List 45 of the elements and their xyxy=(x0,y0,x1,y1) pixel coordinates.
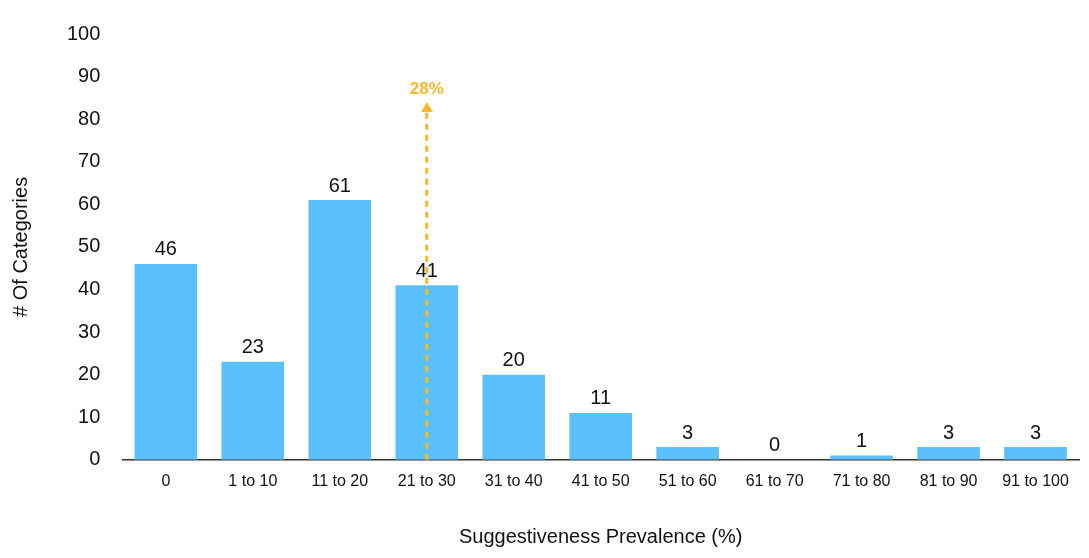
y-tick-label: 60 xyxy=(78,191,101,214)
bar xyxy=(221,361,285,460)
data-label: 11 xyxy=(590,386,612,409)
bar xyxy=(569,412,632,460)
y-tick-label: 30 xyxy=(78,319,101,342)
x-tick-label: 71 to 80 xyxy=(832,471,891,489)
x-tick-label: 11 to 20 xyxy=(311,471,369,489)
data-label: 3 xyxy=(942,420,955,443)
y-tick-label: 0 xyxy=(89,447,101,470)
data-label: 0 xyxy=(769,433,781,456)
x-axis-title: Suggestiveness Prevalence (%) xyxy=(458,524,743,547)
x-tick-label: 1 to 10 xyxy=(228,471,278,489)
bar xyxy=(917,447,980,460)
x-tick-label: 41 to 50 xyxy=(571,471,630,489)
x-tick-label: 51 to 60 xyxy=(658,471,717,489)
data-label: 41 xyxy=(415,258,438,281)
x-tick-label: 81 to 90 xyxy=(919,471,978,489)
x-tick-label: 91 to 100 xyxy=(1002,471,1069,489)
bar xyxy=(395,285,459,460)
x-tick-label: 21 to 30 xyxy=(397,471,456,489)
ref-line-label: 28% xyxy=(409,79,444,99)
data-label: 61 xyxy=(328,173,351,196)
data-label: 46 xyxy=(154,237,177,260)
x-tick-label: 31 to 40 xyxy=(484,471,543,489)
y-tick-label: 90 xyxy=(78,64,101,87)
bar xyxy=(656,447,719,460)
y-tick-label: 40 xyxy=(78,277,101,299)
data-label: 23 xyxy=(241,335,264,358)
y-tick-label: 20 xyxy=(78,362,101,385)
y-axis-title: # Of Categories xyxy=(8,176,31,317)
data-label: 3 xyxy=(682,420,694,443)
bar xyxy=(308,200,372,460)
y-tick-label: 70 xyxy=(78,149,101,172)
x-tick-label: 61 to 70 xyxy=(745,471,804,489)
data-label: 20 xyxy=(502,348,525,371)
data-label: 3 xyxy=(1029,420,1042,443)
y-tick-label: 100 xyxy=(66,21,101,44)
y-tick-label: 80 xyxy=(78,106,101,129)
y-tick-label: 50 xyxy=(78,234,101,257)
bar xyxy=(1004,447,1067,460)
x-tick-label: 0 xyxy=(161,471,171,489)
bar xyxy=(482,374,546,460)
bar xyxy=(134,263,198,460)
y-tick-label: 10 xyxy=(78,404,101,427)
data-label: 1 xyxy=(856,429,868,452)
